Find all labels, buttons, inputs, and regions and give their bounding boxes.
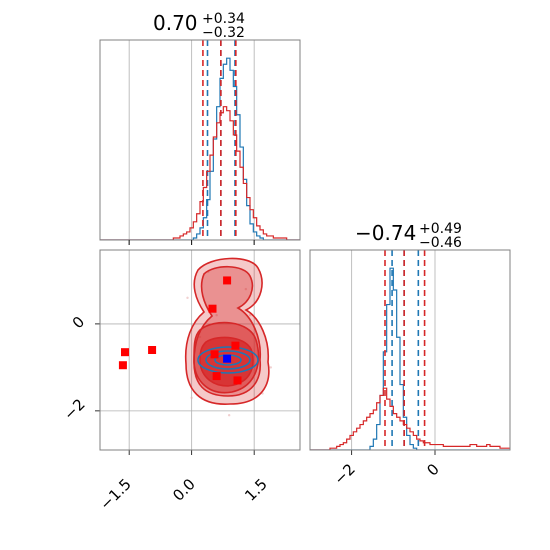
blue-contour-0 [197, 346, 259, 374]
histogram-series-1 [100, 106, 300, 240]
background-point-8 [227, 414, 231, 417]
background-point-1 [248, 314, 252, 317]
bottom-right-title-value: −0.74 [355, 221, 416, 245]
red-point-8 [233, 376, 242, 385]
bottom-right-title-plus: +0.49 [419, 221, 462, 237]
background-point-6 [186, 296, 189, 300]
red-point-3 [208, 304, 217, 313]
y-tick-label-bl-1: −2 [60, 395, 88, 423]
top-left-title-minus: −0.32 [202, 25, 245, 41]
red-point-5 [231, 341, 240, 350]
background-point-5 [244, 287, 248, 291]
blue-point-0 [223, 354, 232, 363]
x-tick-label-bl-0: −1.5 [96, 475, 134, 513]
background-point-11 [215, 314, 218, 317]
background-point-3 [190, 396, 193, 400]
histogram-series-1 [310, 387, 510, 450]
histogram-series-0 [310, 267, 510, 450]
x-tick-label-bl-1: 0.0 [169, 475, 199, 505]
top-left-title: 0.70 +0.34 −0.32 [153, 11, 245, 41]
red-point-7 [210, 350, 219, 359]
top-left-title-plus: +0.34 [202, 11, 245, 27]
panel-frame [99, 39, 301, 241]
top-left-histogram-panel [99, 39, 301, 245]
x-tick-label-br-0: −2 [330, 460, 358, 488]
bottom-right-title-minus: −0.46 [419, 235, 462, 251]
panel-frame [99, 249, 301, 451]
red-point-1 [121, 348, 129, 357]
red-point-0 [118, 361, 127, 370]
bottom-left-scatter-panel [95, 249, 301, 455]
x-tick-label-br-1: 0 [423, 460, 442, 479]
bottom-right-histogram-panel [309, 249, 511, 455]
red-point-4 [223, 276, 232, 285]
top-left-title-value: 0.70 [153, 11, 198, 35]
blue-contour-1 [205, 350, 251, 370]
bottom-right-title: −0.74 +0.49 −0.46 [355, 221, 462, 251]
histogram-plot-area [100, 40, 300, 240]
red-point-2 [148, 346, 157, 354]
x-tick-label-bl-2: 1.5 [241, 475, 271, 505]
y-tick-label-bl-0: 0 [69, 313, 88, 332]
background-point-10 [269, 366, 273, 369]
scatter-plot-area [118, 257, 273, 417]
panel-frame [309, 249, 511, 451]
red-point-6 [212, 372, 221, 381]
histogram-plot-area [310, 250, 510, 450]
